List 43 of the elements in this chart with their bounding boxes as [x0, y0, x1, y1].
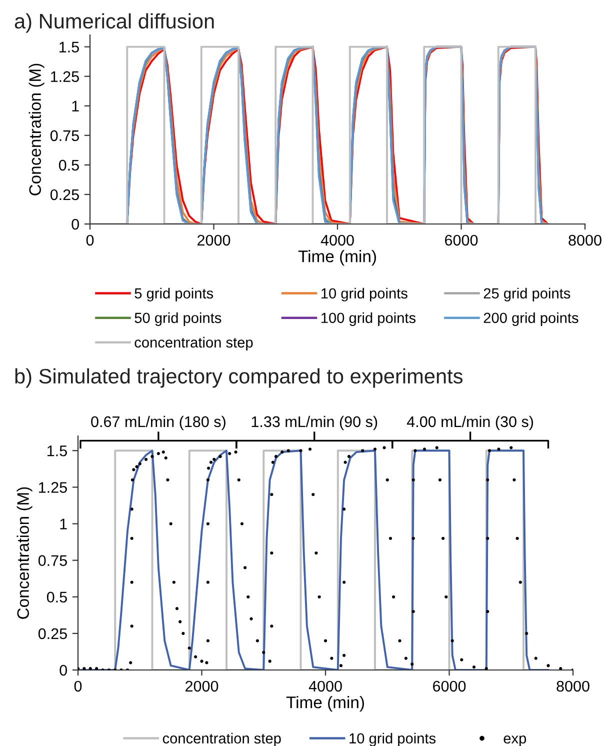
legend-label: 10 grid points — [321, 288, 408, 302]
y-tick-label: 1.25 — [39, 482, 67, 493]
x-tick-label: 6000 — [433, 680, 466, 692]
chart-title: b) Simulated trajectory compared to experiments — [15, 368, 463, 388]
x-tick-label: 8000 — [556, 680, 590, 692]
y-tick-label: 0.25 — [38, 628, 67, 640]
text: 1.33 mL/min (90 s) — [252, 416, 378, 430]
legend-label: exp — [504, 736, 526, 746]
x-axis-title: Time (min) — [298, 250, 376, 266]
legend-label: 200 grid points — [484, 312, 578, 326]
y-tick-label: 0.25 — [50, 189, 79, 200]
y-tick-label: 0 — [60, 664, 67, 676]
x-tick-label: 8000 — [568, 234, 602, 246]
legend-label: concentration step — [162, 732, 281, 746]
legend-label: 5 grid points — [134, 288, 214, 302]
text: 0.67 mL/min (180 s) — [91, 416, 226, 430]
x-tick-label: 2000 — [198, 234, 230, 246]
x-tick-label: 4000 — [320, 234, 354, 246]
legend-label: 100 grid points — [321, 312, 416, 326]
y-tick-label: 1.5 — [48, 446, 67, 456]
x-tick-label: 2000 — [186, 680, 218, 692]
line-series — [90, 46, 549, 224]
x-tick-label: 0 — [86, 234, 94, 246]
text: 4.00 mL/min (30 s) — [406, 416, 534, 430]
x-tick-label: 4000 — [308, 680, 342, 692]
y-tick-label: 0.5 — [58, 160, 79, 171]
x-axis-title: Time (min) — [286, 696, 364, 712]
legend-label: 10 grid points — [350, 732, 436, 746]
y-tick-label: 1 — [72, 100, 79, 112]
y-tick-label: 0 — [72, 218, 79, 230]
y-axis-title: Concentration (M) — [16, 487, 32, 619]
y-tick-label: 1.25 — [51, 71, 79, 82]
y-tick-label: 1 — [60, 518, 67, 530]
x-tick-label: 6000 — [445, 234, 478, 246]
y-tick-label: 0.75 — [38, 555, 67, 566]
chart-title: a) Numerical diffusion — [14, 13, 214, 33]
y-tick-label: 0.75 — [50, 130, 79, 142]
y-axis-title: Concentration (M) — [28, 64, 44, 196]
legend-label: 25 grid points — [484, 288, 570, 302]
y-tick-label: 0.5 — [46, 592, 67, 603]
legend-label: 50 grid points — [134, 312, 222, 326]
y-tick-label: 1.5 — [60, 42, 79, 52]
legend-label: concentration step — [134, 336, 253, 350]
